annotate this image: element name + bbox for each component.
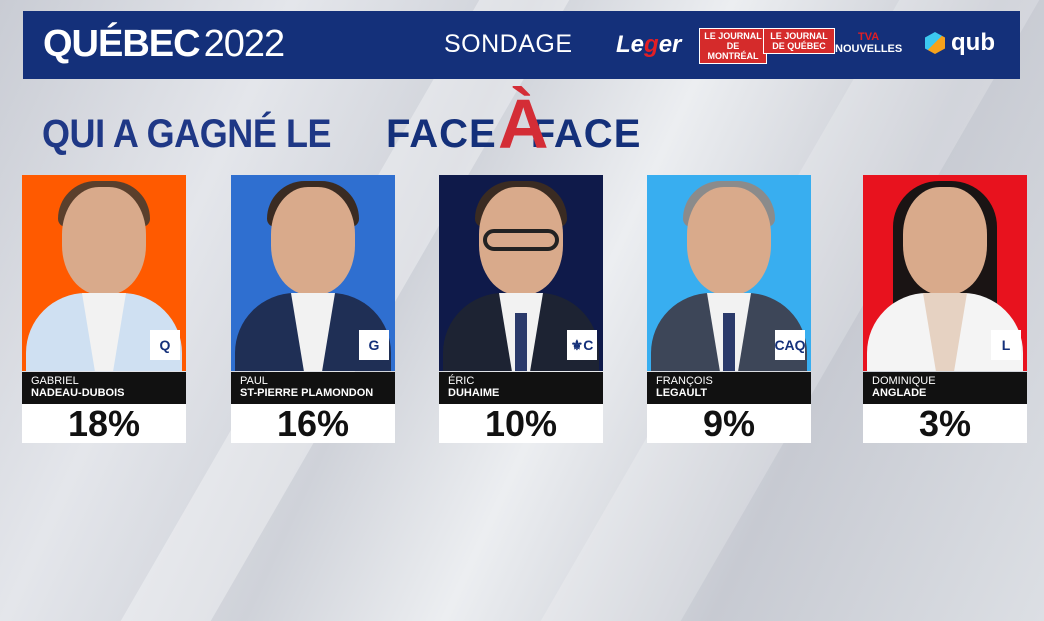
pcq-logo-icon: ⚜C (567, 330, 597, 360)
journal-de-montreal-logo: LE JOURNAL DE MONTRÉAL (699, 28, 767, 64)
caq-logo-icon: CAQ (774, 330, 806, 360)
name-bar: ÉRIC DUHAIME (439, 372, 603, 404)
candidate-first-name: DOMINIQUE (872, 375, 936, 387)
pq-logo-icon: G (359, 330, 389, 360)
tie-shape (723, 313, 735, 371)
plq-logo-icon: L (991, 330, 1021, 360)
candidate-percent: 9% (647, 404, 811, 444)
candidate-percent: 10% (439, 404, 603, 444)
candidate-last-name: NADEAU-DUBOIS (31, 387, 125, 399)
candidate-percent: 16% (231, 404, 395, 444)
face-shape (687, 187, 771, 295)
header-banner: QUÉBEC 2022 SONDAGE Leger LE JOURNAL DE M… (23, 11, 1020, 79)
candidate-photo: L (863, 175, 1027, 371)
face-a-face-title: FACE FACE (386, 112, 642, 156)
candidate-card: G PAUL ST-PIERRE PLAMONDON 16% (231, 175, 395, 444)
face-shape (271, 187, 355, 295)
candidate-percent: 3% (863, 404, 1027, 444)
glasses-shape (483, 229, 559, 251)
qub-logo: qub (925, 29, 995, 57)
qub-cube-icon (925, 32, 945, 54)
candidate-first-name: PAUL (240, 375, 268, 387)
face-a-face-accent-a: À (498, 85, 549, 163)
candidate-percent: 18% (22, 404, 186, 444)
candidate-last-name: ANGLADE (872, 387, 927, 399)
candidate-card: ⚜C ÉRIC DUHAIME 10% (439, 175, 603, 444)
candidate-photo: ⚜C (439, 175, 603, 371)
face-shape (903, 187, 987, 295)
leger-logo: Leger (616, 31, 682, 58)
face-shape (62, 187, 146, 295)
name-bar: GABRIEL NADEAU-DUBOIS (22, 372, 186, 404)
tie-shape (515, 313, 527, 371)
candidate-last-name: LEGAULT (656, 387, 708, 399)
candidate-card: L DOMINIQUE ANGLADE 3% (863, 175, 1027, 444)
candidate-first-name: GABRIEL (31, 375, 79, 387)
candidate-first-name: ÉRIC (448, 375, 475, 387)
sondage-label: SONDAGE (444, 30, 573, 58)
candidate-photo: G (231, 175, 395, 371)
candidate-card: Q GABRIEL NADEAU-DUBOIS 18% (22, 175, 186, 444)
candidate-photo: CAQ (647, 175, 811, 371)
headline-question: QUI A GAGNÉ LE (42, 112, 332, 156)
name-bar: PAUL ST-PIERRE PLAMONDON (231, 372, 395, 404)
quebec-2022-logo: QUÉBEC 2022 (43, 23, 285, 65)
candidate-first-name: FRANÇOIS (656, 375, 713, 387)
name-bar: FRANÇOIS LEGAULT (647, 372, 811, 404)
journal-de-quebec-logo: LE JOURNAL DE QUÉBEC (763, 28, 835, 54)
qs-logo-icon: Q (150, 330, 180, 360)
candidate-last-name: ST-PIERRE PLAMONDON (240, 387, 374, 399)
tva-nouvelles-logo: TVA NOUVELLES (835, 31, 903, 55)
name-bar: DOMINIQUE ANGLADE (863, 372, 1027, 404)
candidate-photo: Q (22, 175, 186, 371)
candidate-last-name: DUHAIME (448, 387, 500, 399)
candidate-card: CAQ FRANÇOIS LEGAULT 9% (647, 175, 811, 444)
